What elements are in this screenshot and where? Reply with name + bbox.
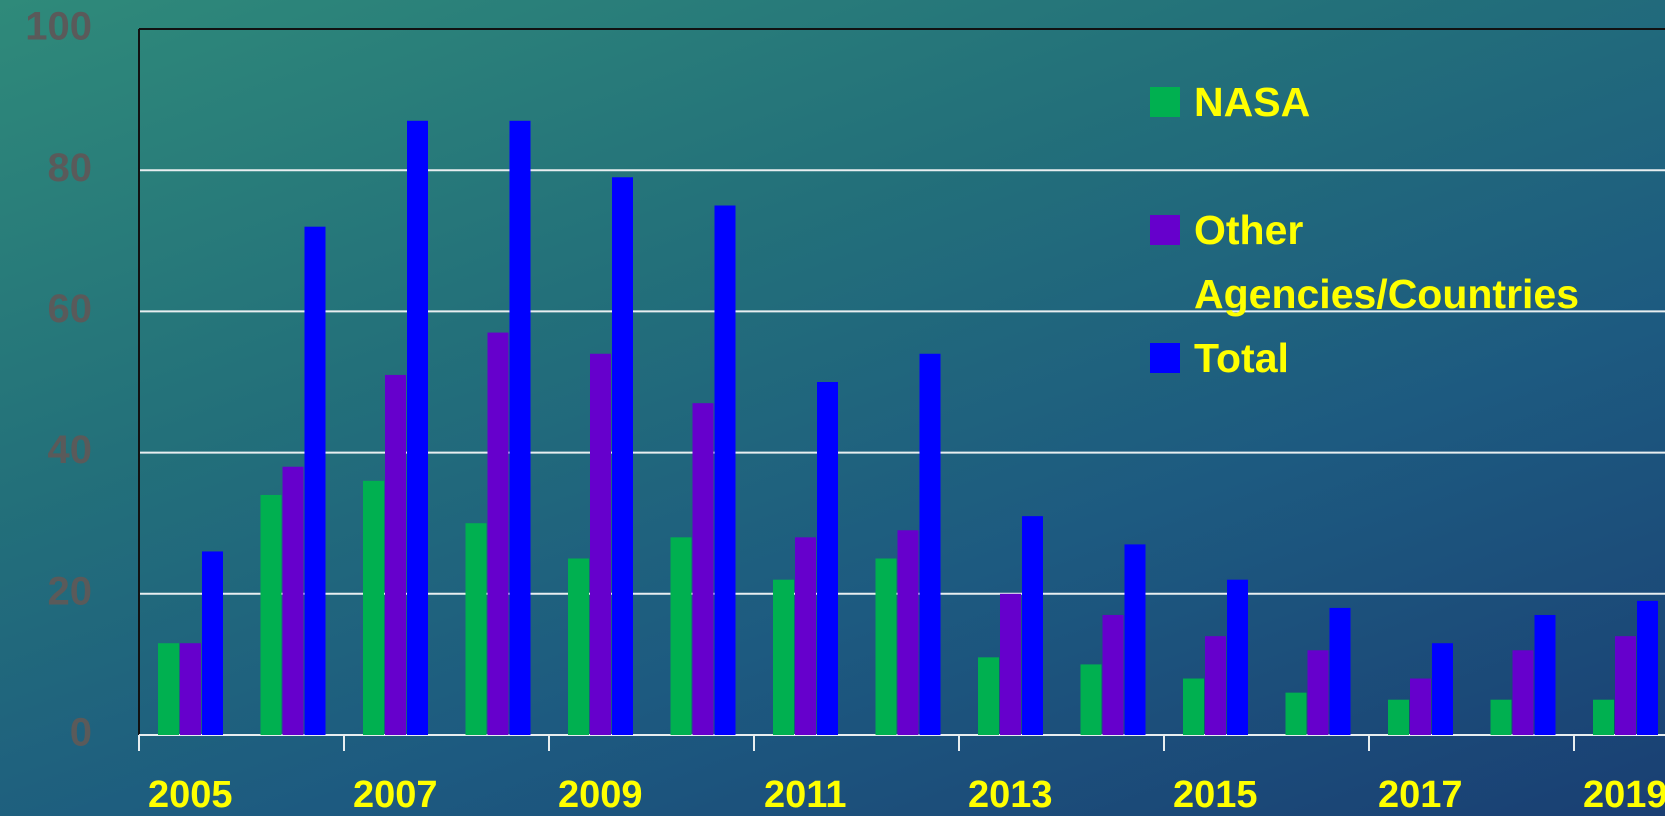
legend-label: NASA bbox=[1194, 79, 1311, 125]
bar bbox=[1593, 699, 1614, 735]
bar bbox=[282, 466, 304, 735]
legend-label: Total bbox=[1194, 335, 1289, 381]
bar bbox=[465, 523, 487, 735]
bar bbox=[407, 120, 428, 735]
bar bbox=[1432, 643, 1453, 735]
bar bbox=[590, 353, 611, 735]
bar bbox=[1102, 614, 1124, 735]
y-tick-label: 0 bbox=[70, 711, 92, 755]
bar bbox=[202, 551, 223, 735]
bar bbox=[795, 537, 816, 735]
bar bbox=[773, 579, 794, 735]
legend-label: Other Agencies/Countries bbox=[1194, 207, 1580, 317]
bar bbox=[487, 332, 509, 735]
bar bbox=[978, 657, 999, 735]
legend-swatch bbox=[1150, 87, 1180, 117]
x-tick-label: 2009 bbox=[558, 774, 643, 816]
bar bbox=[1183, 678, 1204, 735]
bar bbox=[1490, 699, 1512, 735]
x-tick-label: 2013 bbox=[968, 774, 1053, 816]
bar bbox=[180, 643, 201, 735]
bar bbox=[1637, 600, 1658, 735]
x-tick-label: 2011 bbox=[764, 774, 846, 816]
bar bbox=[568, 558, 589, 735]
legend-swatch bbox=[1150, 215, 1180, 245]
x-tick-label: 2007 bbox=[353, 774, 438, 816]
y-tick-label: 20 bbox=[48, 569, 93, 613]
bar bbox=[509, 120, 531, 735]
legend-swatch bbox=[1150, 343, 1180, 373]
legend-item: Total bbox=[1150, 326, 1634, 390]
bar bbox=[1534, 614, 1556, 735]
bar bbox=[670, 537, 692, 735]
bar bbox=[1329, 607, 1351, 735]
bar bbox=[260, 494, 282, 735]
bar bbox=[1124, 544, 1146, 735]
bar bbox=[158, 643, 179, 735]
bar bbox=[1080, 664, 1102, 735]
bar bbox=[363, 480, 384, 735]
bar bbox=[1410, 678, 1431, 735]
bar bbox=[1307, 650, 1329, 735]
legend-item: Other Agencies/Countries bbox=[1150, 198, 1634, 326]
bar bbox=[714, 205, 736, 735]
y-tick-label: 60 bbox=[48, 287, 93, 331]
bar bbox=[1285, 692, 1307, 735]
x-tick-label: 2017 bbox=[1378, 774, 1463, 816]
x-tick-label: 2005 bbox=[148, 774, 233, 816]
y-tick-label: 100 bbox=[25, 5, 92, 49]
legend-item: NASA bbox=[1150, 70, 1634, 134]
y-tick-label: 40 bbox=[48, 428, 93, 472]
bar bbox=[385, 374, 406, 735]
bar bbox=[817, 382, 838, 735]
x-tick-label: 2015 bbox=[1173, 774, 1258, 816]
bar bbox=[1022, 516, 1043, 735]
bar bbox=[304, 226, 326, 735]
x-tick-label: 2019 bbox=[1583, 774, 1665, 816]
bar bbox=[919, 353, 941, 735]
bar bbox=[1615, 636, 1636, 735]
y-tick-label: 80 bbox=[48, 146, 93, 190]
bar bbox=[1227, 579, 1248, 735]
bar bbox=[1388, 699, 1409, 735]
bar bbox=[612, 177, 633, 735]
bar bbox=[1205, 636, 1226, 735]
bar bbox=[692, 403, 714, 735]
bar bbox=[1512, 650, 1534, 735]
bar bbox=[875, 558, 897, 735]
bar bbox=[1000, 593, 1021, 735]
bar bbox=[897, 530, 919, 735]
